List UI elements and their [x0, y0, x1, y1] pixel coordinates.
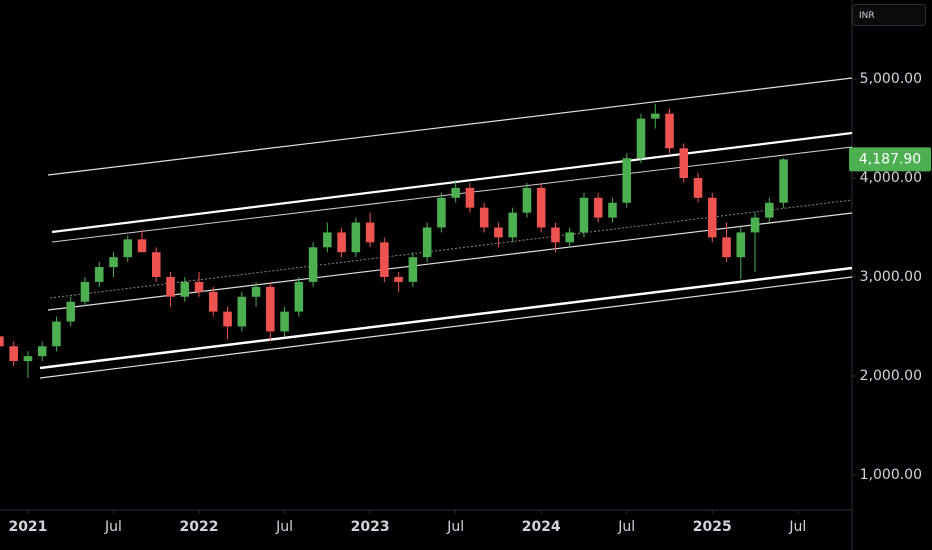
candle-body	[151, 252, 161, 277]
x-tick-label: Jul	[788, 519, 806, 535]
candle-body	[37, 346, 47, 357]
candle-body	[251, 286, 261, 297]
candle-body	[679, 148, 689, 178]
candle-body	[109, 257, 118, 268]
candle-body	[266, 286, 275, 332]
candle-body	[708, 197, 717, 238]
candle-body	[337, 232, 346, 253]
candle-body	[308, 247, 318, 282]
candle-body	[166, 276, 175, 297]
currency-button[interactable]: INR	[852, 4, 926, 26]
candle-body	[622, 158, 632, 203]
candle-body	[508, 212, 517, 238]
candle-body	[294, 281, 304, 312]
candle-body	[565, 232, 574, 243]
candle-body	[665, 113, 674, 149]
candle-body	[693, 177, 703, 198]
candle-body	[408, 257, 418, 282]
candle-body	[123, 239, 133, 258]
x-tick-label: Jul	[104, 519, 122, 535]
candle-body	[636, 118, 646, 159]
y-tick-label: 3,000.00	[860, 269, 922, 285]
candles	[0, 103, 788, 378]
candle-body	[323, 232, 332, 248]
y-tick-label: 1,000.00	[860, 467, 922, 483]
candle-body	[52, 321, 61, 347]
candle-body	[94, 267, 104, 282]
candle-body	[0, 336, 4, 347]
last-price-marker	[849, 147, 931, 172]
x-tick-label: 2022	[180, 519, 219, 535]
candle-body	[237, 296, 247, 327]
trend-line	[39, 276, 853, 379]
candle-body	[722, 237, 731, 258]
candle-body	[9, 346, 18, 362]
candle-body	[608, 202, 617, 218]
candle-body	[422, 227, 432, 258]
x-tick-label: Jul	[617, 519, 635, 535]
candle-body	[779, 159, 788, 203]
candle-body	[180, 281, 190, 297]
trend-line	[39, 266, 853, 370]
trend-line	[47, 77, 853, 176]
y-tick-label: 5,000.00	[860, 71, 922, 87]
candle-body	[750, 217, 760, 233]
axes: 1,000.00 2,000.00 3,000.00 4,000.00 5,000.00…	[8, 71, 931, 535]
candle-body	[66, 301, 75, 322]
y-tick-label: 4,000.00	[860, 170, 922, 186]
candle-body	[137, 239, 147, 253]
candle-body	[223, 311, 232, 327]
trend-line	[49, 199, 853, 299]
trend-line	[51, 131, 853, 234]
candle-body	[80, 281, 90, 302]
x-tick-label: Jul	[446, 519, 464, 535]
x-tick-label: 2024	[522, 519, 561, 535]
candle-body	[451, 187, 460, 198]
candle-body	[522, 187, 532, 213]
candle-body	[365, 222, 375, 243]
candle-body	[23, 356, 33, 362]
candle-body	[465, 187, 475, 208]
candle-body	[551, 227, 560, 243]
candle-body	[479, 207, 489, 228]
candle-body	[494, 227, 503, 238]
candle-body	[394, 276, 403, 282]
x-tick-label: Jul	[275, 519, 293, 535]
x-tick-label: 2023	[351, 519, 390, 535]
candle-body	[650, 113, 660, 119]
candle-body	[437, 197, 446, 228]
candle-body	[579, 197, 589, 233]
candle-body	[380, 242, 389, 277]
x-tick-label: 2021	[8, 519, 47, 535]
candle-body	[194, 281, 204, 292]
last-price-label: 4,187.90	[859, 151, 921, 167]
candle-body	[351, 222, 361, 253]
candle-body	[593, 197, 603, 218]
candle-body	[765, 202, 774, 218]
candle-body	[280, 311, 289, 332]
y-tick-label: 2,000.00	[860, 368, 922, 384]
candle-body	[736, 232, 746, 258]
candle-body	[209, 291, 218, 312]
candle-body	[536, 187, 546, 228]
x-tick-label: 2025	[693, 519, 732, 535]
